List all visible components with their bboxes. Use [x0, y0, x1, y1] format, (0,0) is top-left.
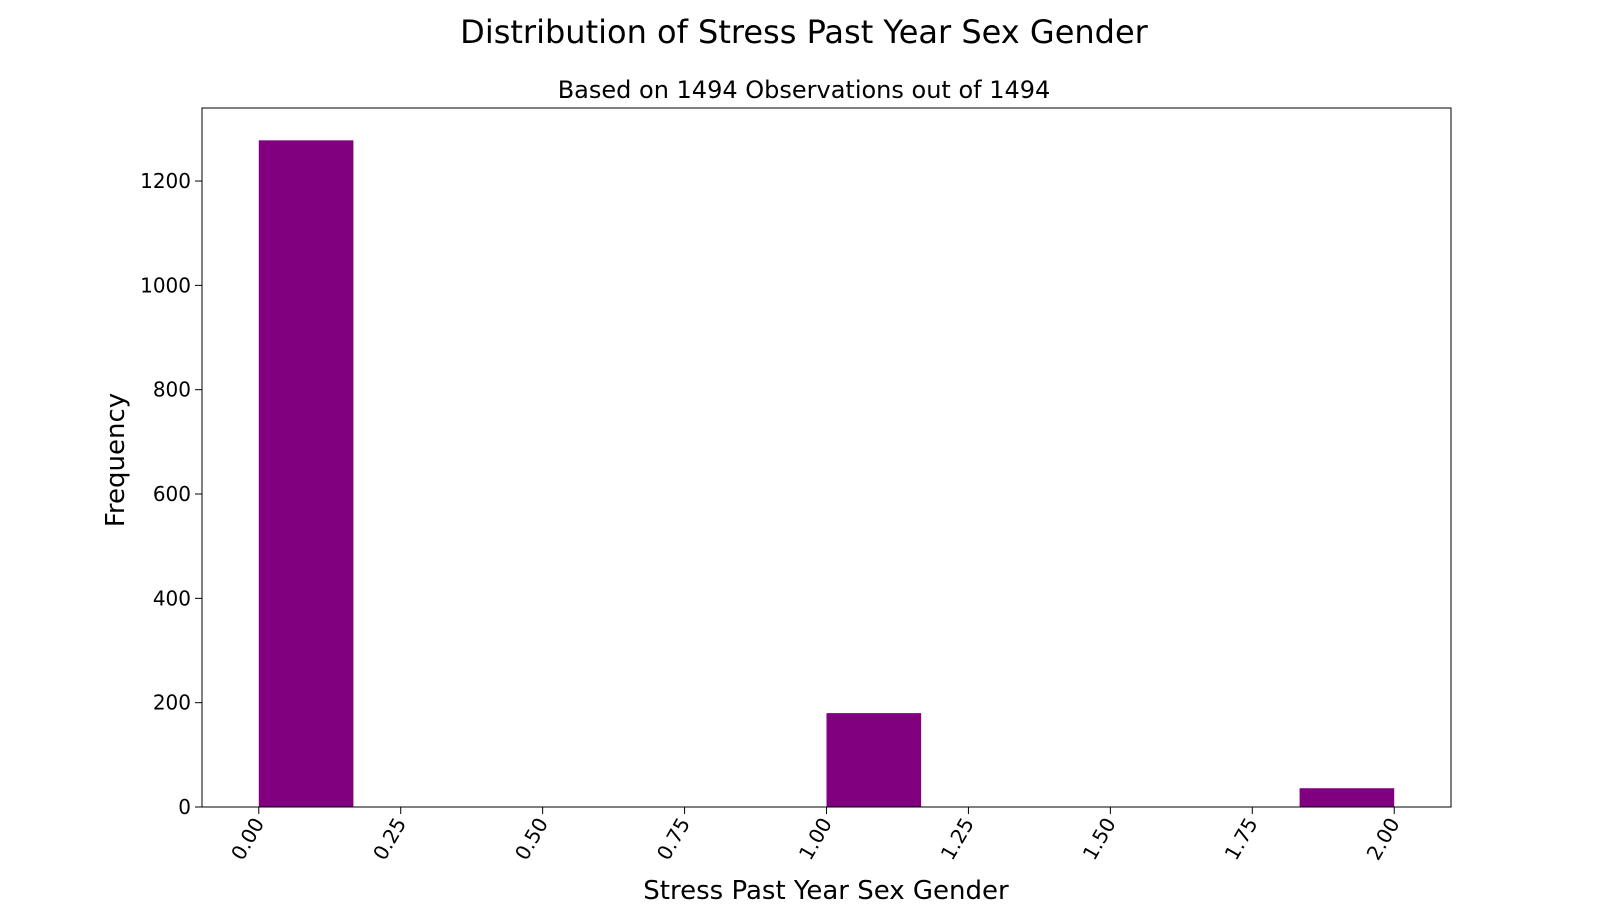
x-tick-label: 1.00 [794, 814, 837, 865]
y-axis-label: Frequency [101, 393, 131, 527]
y-tick-label: 1200 [140, 169, 191, 193]
y-tick-label: 800 [153, 378, 191, 402]
x-tick-label: 0.25 [368, 814, 411, 865]
x-tick-label: 0.50 [510, 814, 553, 865]
x-tick-label: 2.00 [1362, 814, 1405, 865]
y-tick-label: 0 [178, 795, 191, 819]
histogram-bar-0 [258, 140, 354, 807]
x-tick-label: 1.50 [1078, 814, 1121, 865]
bars-layer [258, 140, 1395, 807]
x-axis-label: Stress Past Year Sex Gender [643, 876, 1009, 900]
x-tick-label: 1.25 [936, 814, 979, 865]
y-tick-label: 1000 [140, 273, 191, 297]
x-tick-label: 0.00 [226, 814, 269, 865]
x-axis: 0.00 0.25 0.50 0.75 1.00 1.25 1.50 1.75 2.00 [226, 807, 1405, 864]
plot-area-frame [201, 107, 1452, 808]
y-axis: 0 200 400 600 800 1000 1200 [140, 169, 202, 819]
y-tick-label: 200 [153, 691, 191, 715]
histogram-bar-1 [826, 713, 922, 807]
chart-title: Distribution of Stress Past Year Sex Gen… [460, 13, 1148, 51]
histogram-bar-2 [1299, 788, 1395, 807]
x-tick-label: 0.75 [652, 814, 695, 865]
x-tick-label: 1.75 [1220, 814, 1263, 865]
y-tick-label: 600 [153, 482, 191, 506]
y-tick-label: 400 [153, 586, 191, 610]
chart-subtitle: Based on 1494 Observations out of 1494 [558, 76, 1051, 104]
